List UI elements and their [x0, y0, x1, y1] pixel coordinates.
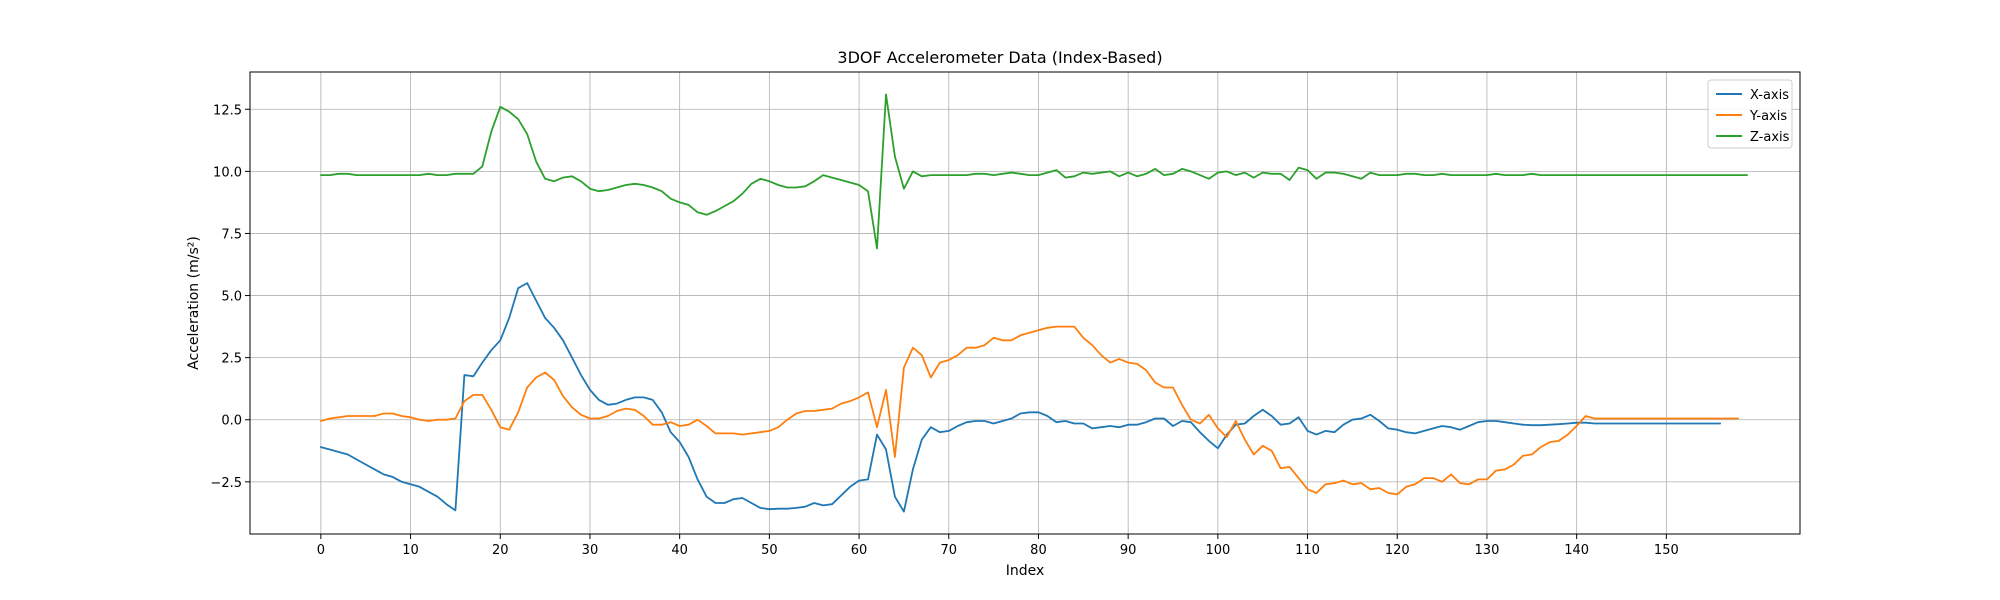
x-tick-label: 60	[851, 543, 868, 558]
x-tick-label: 100	[1205, 543, 1230, 558]
y-axis-ticks: −2.5 0.0 2.5 5.0 7.5 10.0 12.5	[210, 103, 250, 491]
y-tick-label: 5.0	[221, 290, 242, 305]
legend: X-axis Y-axis Z-axis	[1707, 79, 1793, 149]
x-tick-label: 10	[402, 543, 419, 558]
x-tick-label: 50	[761, 543, 778, 558]
x-tick-label: 80	[1030, 543, 1047, 558]
legend-label: Z-axis	[1750, 130, 1790, 145]
x-tick-label: 0	[317, 543, 325, 558]
legend-label: Y-axis	[1749, 109, 1787, 124]
series-line-z-axis	[319, 93, 1748, 250]
x-tick-label: 150	[1654, 543, 1679, 558]
series-line-x-axis	[319, 282, 1722, 513]
x-tick-label: 30	[582, 543, 599, 558]
plot-frame	[249, 71, 1801, 535]
y-axis-label: Acceleration (m/s²)	[186, 236, 202, 370]
y-tick-label: 10.0	[213, 165, 242, 180]
legend-label: X-axis	[1750, 88, 1789, 103]
x-tick-label: 40	[671, 543, 688, 558]
x-axis-label: Index	[1006, 563, 1045, 579]
x-tick-label: 20	[492, 543, 509, 558]
x-tick-label: 110	[1295, 543, 1320, 558]
y-tick-label: 0.0	[221, 414, 242, 429]
chart-title: 3DOF Accelerometer Data (Index-Based)	[837, 48, 1162, 67]
x-tick-label: 70	[940, 543, 957, 558]
x-axis-ticks: 0 10 20 30 40 50 60 70 80 90 100 110 120 130 140 150	[317, 534, 1679, 558]
x-tick-label: 90	[1120, 543, 1137, 558]
x-tick-label: 130	[1475, 543, 1500, 558]
x-tick-label: 140	[1564, 543, 1589, 558]
legend-box	[1707, 79, 1793, 149]
grid	[250, 72, 1800, 534]
plot-lines	[319, 93, 1748, 513]
x-tick-label: 120	[1385, 543, 1410, 558]
y-tick-label: 12.5	[213, 103, 242, 118]
y-tick-label: −2.5	[210, 476, 242, 491]
series-line-y-axis	[319, 325, 1739, 496]
y-tick-label: 7.5	[221, 227, 242, 242]
y-tick-label: 2.5	[221, 352, 242, 367]
